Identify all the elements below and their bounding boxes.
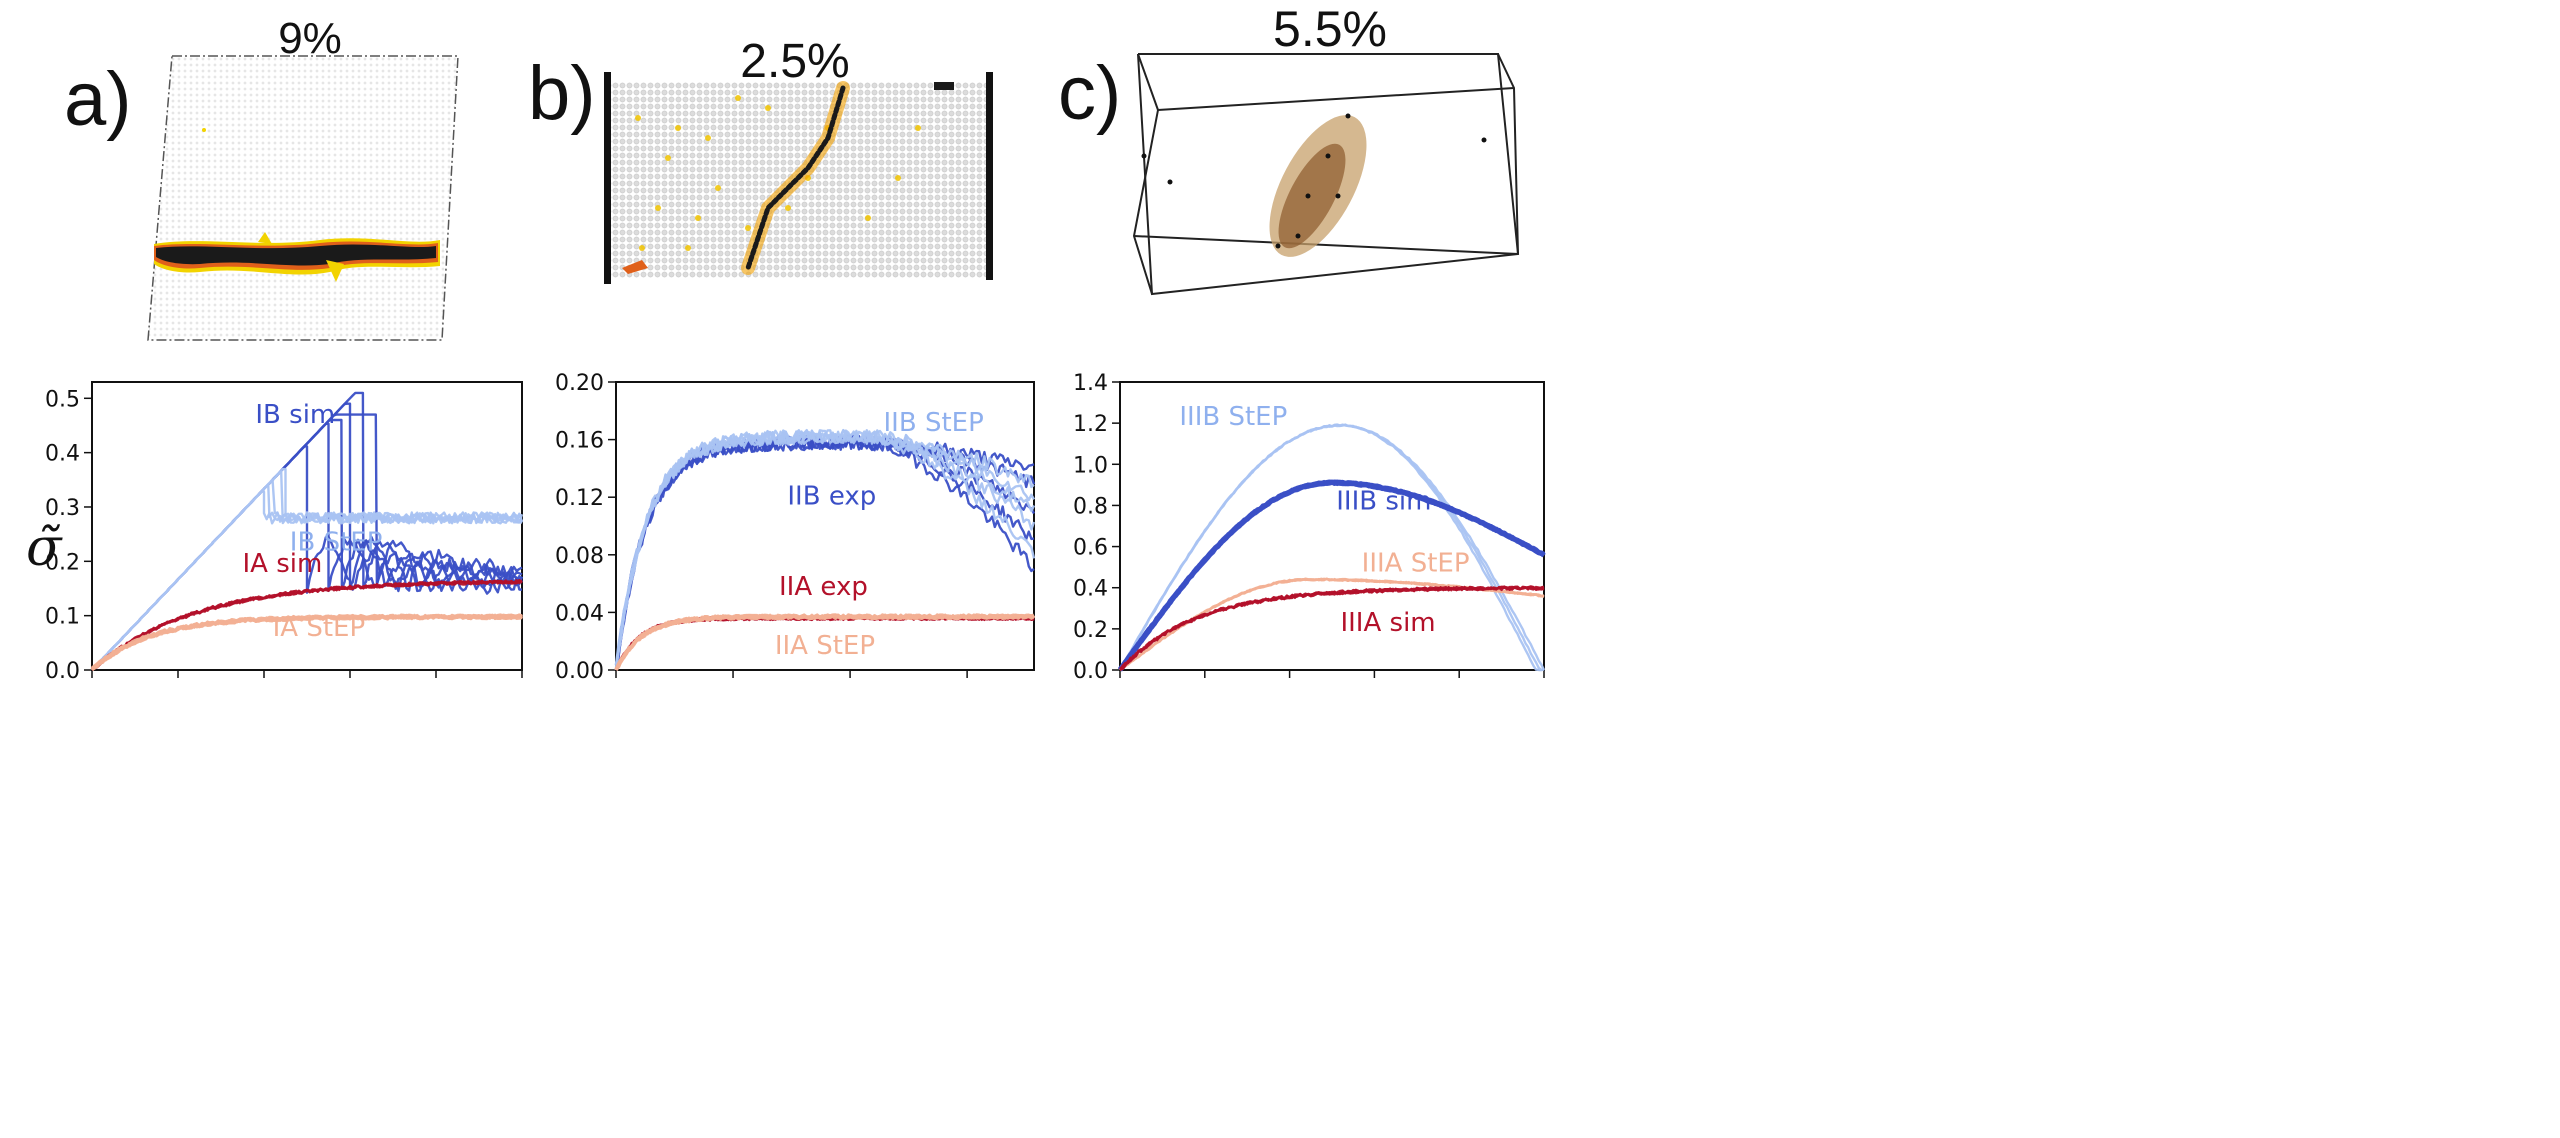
- series-line-iiib-step: [1118, 423, 1546, 671]
- series-label: IIA exp: [779, 572, 868, 602]
- plot-frame: [91, 381, 523, 671]
- series-line-iiib-sim: [1117, 479, 1545, 672]
- y-tick-label: 0.16: [555, 429, 604, 454]
- series-label: IIB exp: [787, 481, 876, 511]
- plot-frame: [615, 381, 1035, 671]
- series-label: IIIB sim: [1336, 487, 1431, 517]
- shear-band-spike-left: [258, 232, 272, 244]
- series-label: IA sim: [243, 549, 323, 579]
- y-tick-label: 1.2: [1073, 412, 1108, 437]
- plot-frame: [1119, 381, 1545, 671]
- series-label: IIB StEP: [884, 408, 984, 438]
- panel-label-c: c): [1058, 51, 1122, 136]
- series-line-iia-step: [614, 613, 1036, 671]
- series-line-iiib-sim: [1118, 479, 1546, 672]
- series-line-iiib-step: [1118, 423, 1545, 672]
- shear-band-spike: [326, 260, 344, 282]
- y-tick-label: 0.04: [555, 601, 604, 626]
- panel-label-b: b): [528, 51, 596, 136]
- y-tick-label: 0.2: [1073, 618, 1108, 643]
- y-tick-label: 0.20: [555, 371, 604, 396]
- wireframe-box: [1132, 53, 1520, 296]
- series-line-iib-step: [614, 429, 1036, 671]
- y-tick-label: 1.0: [1073, 453, 1108, 478]
- series-label: IIIB StEP: [1179, 402, 1287, 432]
- series-line-iiia-sim: [1119, 585, 1545, 671]
- strain-label-b: 2.5%: [740, 35, 850, 88]
- series-label: IB sim: [255, 400, 335, 430]
- y-tick-label: 0.3: [45, 496, 80, 521]
- series-line-iiia-sim: [1119, 585, 1545, 672]
- snapshot-a: [147, 55, 459, 341]
- series-line-iiib-step: [1119, 423, 1545, 672]
- right-wall: [986, 72, 993, 280]
- snapshot-b: [604, 72, 993, 284]
- series-label: IIA StEP: [775, 631, 875, 661]
- y-tick-label: 0.5: [45, 387, 80, 412]
- y-tick-label: 0.8: [1073, 494, 1108, 519]
- y-tick-label: 0.08: [555, 544, 604, 569]
- snapshot-c: [1132, 53, 1520, 296]
- left-wall: [604, 72, 611, 284]
- panel-label-a: a): [64, 57, 132, 142]
- y-tick-label: 0.12: [555, 486, 604, 511]
- series-line-iiia-sim: [1119, 585, 1545, 670]
- series-label: IA StEP: [273, 613, 366, 643]
- shear-band-b-core: [745, 85, 846, 271]
- strain-label-a: 9%: [278, 14, 342, 63]
- y-tick-label: 0.2: [45, 550, 80, 575]
- y-tick-label: 0.4: [45, 442, 80, 467]
- series-line-ia-step: [90, 613, 523, 670]
- y-tick-label: 0.6: [1073, 536, 1108, 561]
- series-line-ib-step: [91, 467, 523, 671]
- series-label: IIIA sim: [1340, 608, 1435, 638]
- series-line-iiib-sim: [1118, 479, 1545, 672]
- series-line-ia-sim: [91, 579, 523, 672]
- corner-cluster: [934, 82, 954, 90]
- strain-label-c: 5.5%: [1273, 1, 1387, 57]
- shear-band-core: [156, 244, 436, 266]
- series-line-iiia-sim: [1119, 585, 1545, 670]
- series-line-iib-exp: [614, 434, 1035, 665]
- y-tick-label: 0.0: [1073, 659, 1108, 684]
- y-tick-label: 0.0: [45, 659, 80, 684]
- y-tick-label: 0.4: [1073, 577, 1108, 602]
- series-label: IIIA StEP: [1362, 548, 1470, 578]
- series-label: IB StEP: [290, 527, 383, 557]
- bottom-cluster: [622, 260, 648, 274]
- y-axis-label: σ̃: [26, 518, 62, 578]
- series-line-iib-step: [614, 429, 1036, 665]
- y-tick-label: 0.1: [45, 605, 80, 630]
- chart-c: 0.0 0.2 0.4 0.6 0.8 1.0 1.2 1.4 IIIB StEP IIIB si…: [1073, 371, 1546, 684]
- sample-box: [147, 55, 459, 341]
- y-tick-label: 0.00: [555, 659, 604, 684]
- y-tick-label: 1.4: [1073, 371, 1108, 396]
- chart-b: 0.00 0.04 0.08 0.12 0.16 0.20 IIB StEP IIB exp I…: [555, 371, 1036, 684]
- series-line-iiib-sim: [1118, 479, 1546, 672]
- yellow-spots: [635, 95, 921, 251]
